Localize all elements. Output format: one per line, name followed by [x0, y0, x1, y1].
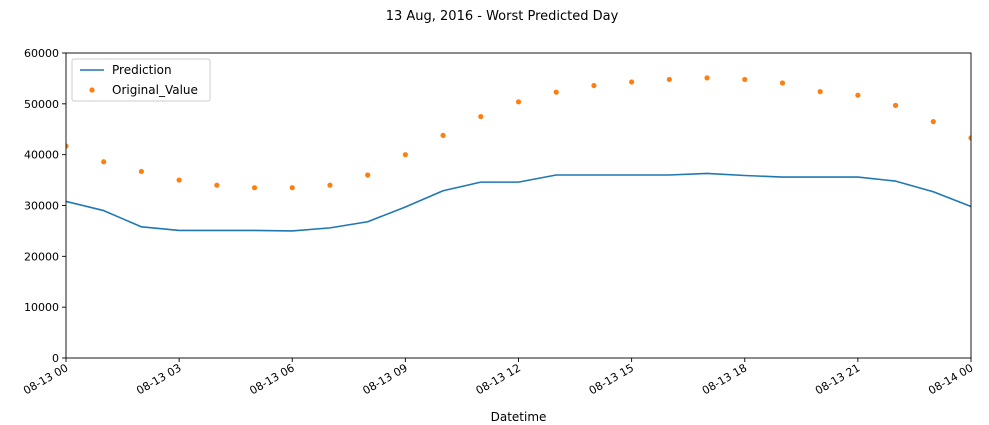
- prediction-line: [66, 172, 971, 232]
- original-value-point: [591, 82, 597, 89]
- y-tick-label: 40000: [24, 149, 59, 162]
- original-value-point: [704, 75, 710, 81]
- original-value-point: [892, 102, 899, 108]
- original-value-point: [629, 79, 635, 85]
- original-value-point: [101, 159, 107, 165]
- x-tick-label: 08-14 00: [926, 361, 975, 397]
- original-value-point: [478, 113, 484, 120]
- x-axis-label: Datetime: [491, 410, 547, 424]
- original-value-point: [138, 168, 145, 175]
- y-tick-label: 50000: [24, 98, 59, 111]
- original-value-point: [214, 182, 220, 188]
- y-tick-label: 30000: [24, 200, 59, 213]
- y-axis: 0 10000 20000 30000 40000 50000 60000: [24, 47, 66, 365]
- original-value-point: [515, 99, 522, 105]
- original-value-point: [742, 76, 748, 83]
- y-tick-label: 60000: [24, 47, 59, 60]
- x-tick-label: 08-13 18: [700, 361, 749, 397]
- original-value-point: [365, 172, 371, 178]
- legend-swatch-original-value: [89, 87, 95, 93]
- original-value-point: [968, 135, 971, 141]
- original-value-point: [289, 185, 295, 191]
- original-value-point: [553, 89, 559, 95]
- original-value-point: [855, 92, 861, 98]
- x-tick-label: 08-13 09: [361, 361, 410, 397]
- x-axis: 08-13 00 08-13 03 08-13 06 08-13 09 08-13 12…: [21, 358, 976, 397]
- plot-series: [66, 75, 971, 232]
- x-tick-label: 08-13 06: [247, 361, 296, 397]
- original-value-point: [327, 182, 333, 188]
- original-value-point: [402, 152, 408, 158]
- x-tick-label: 08-13 21: [813, 361, 862, 397]
- y-tick-label: 10000: [24, 301, 59, 314]
- x-tick-label: 08-13 03: [134, 361, 183, 397]
- original-value-point: [930, 119, 936, 125]
- original-value-point: [176, 177, 182, 183]
- legend-box: [71, 58, 211, 102]
- original-value-point: [66, 143, 69, 149]
- original-value-point: [817, 89, 823, 95]
- original-value-point: [440, 132, 446, 138]
- original-value-point: [666, 76, 672, 83]
- legend-label-original-value: Original_Value: [112, 83, 198, 97]
- original-value-point: [779, 80, 786, 86]
- x-tick-label: 08-13 00: [21, 361, 70, 397]
- original-value-point: [251, 185, 258, 191]
- legend: Prediction Original_Value: [71, 58, 211, 102]
- x-tick-label: 08-13 12: [474, 361, 523, 397]
- y-tick-label: 0: [52, 352, 59, 365]
- chart-title: 13 Aug, 2016 - Worst Predicted Day: [386, 9, 619, 24]
- x-tick-label: 08-13 15: [587, 361, 636, 397]
- y-tick-label: 20000: [24, 250, 59, 263]
- legend-label-prediction: Prediction: [112, 63, 172, 77]
